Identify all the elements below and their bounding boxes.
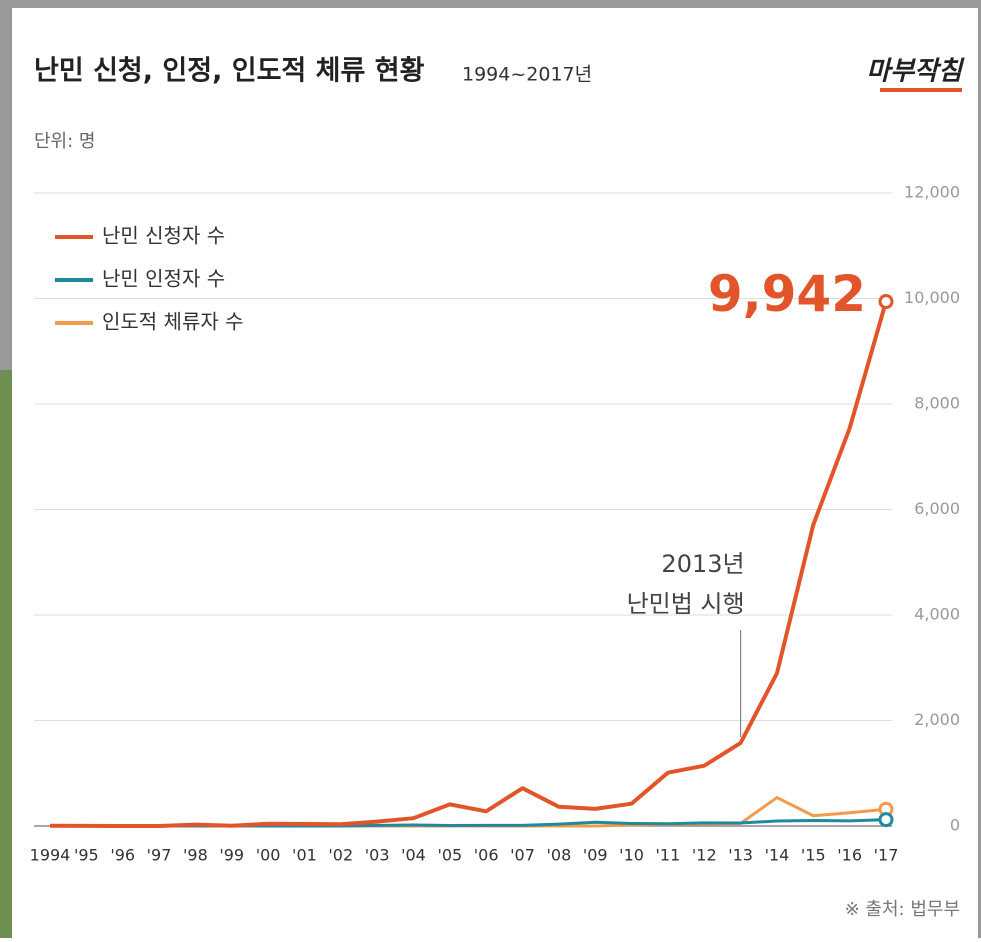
x-tick-label: '16 [837, 846, 862, 865]
x-tick-label: '15 [801, 846, 826, 865]
logo: 마부작침 [866, 57, 965, 87]
x-tick-label: '11 [656, 846, 681, 865]
x-tick-label: 1994 [30, 846, 71, 865]
x-tick-label: '00 [256, 846, 281, 865]
x-tick-label: '98 [183, 846, 208, 865]
y-tick-label: 10,000 [904, 288, 960, 307]
annotation-text: 2013년 [661, 550, 744, 578]
chart-subtitle: 1994~2017년 [462, 64, 592, 86]
x-tick-label: '04 [401, 846, 426, 865]
unit-label: 단위: 명 [34, 131, 95, 152]
x-tick-label: '12 [692, 846, 717, 865]
x-tick-label: '02 [328, 846, 353, 865]
x-tick-label: '05 [437, 846, 462, 865]
x-tick-label: '03 [365, 846, 390, 865]
frame-strip [0, 370, 14, 938]
card [12, 8, 978, 938]
x-tick-label: '10 [619, 846, 644, 865]
value-label: 9,942 [708, 265, 866, 323]
x-tick-label: '96 [110, 846, 135, 865]
x-tick-label: '99 [219, 846, 244, 865]
x-tick-label: '17 [874, 846, 899, 865]
source: ※ 출처: 법무부 [845, 899, 960, 920]
legend-label: 난민 인정자 수 [102, 267, 225, 291]
annotation-text: 난민법 시행 [627, 590, 745, 618]
x-tick-label: '95 [74, 846, 99, 865]
y-tick-label: 4,000 [914, 605, 960, 624]
legend-label: 인도적 체류자 수 [102, 310, 244, 334]
x-tick-label: '13 [728, 846, 753, 865]
y-tick-label: 12,000 [904, 183, 960, 202]
y-tick-label: 2,000 [914, 710, 960, 729]
legend-label: 난민 신청자 수 [102, 224, 225, 248]
end-marker [878, 294, 894, 310]
end-marker [878, 812, 894, 828]
x-tick-label: '08 [546, 846, 571, 865]
chart-title: 난민 신청, 인정, 인도적 체류 현황 [34, 56, 425, 87]
x-tick-label: '01 [292, 846, 317, 865]
x-tick-label: '09 [583, 846, 608, 865]
y-tick-label: 8,000 [914, 394, 960, 413]
x-tick-label: '97 [147, 846, 172, 865]
x-tick-label: '07 [510, 846, 535, 865]
series-line [49, 301, 888, 828]
x-tick-label: '06 [474, 846, 499, 865]
x-tick-label: '14 [765, 846, 790, 865]
y-tick-label: 0 [950, 816, 960, 835]
logo-underline [880, 88, 962, 92]
y-tick-label: 6,000 [914, 499, 960, 518]
